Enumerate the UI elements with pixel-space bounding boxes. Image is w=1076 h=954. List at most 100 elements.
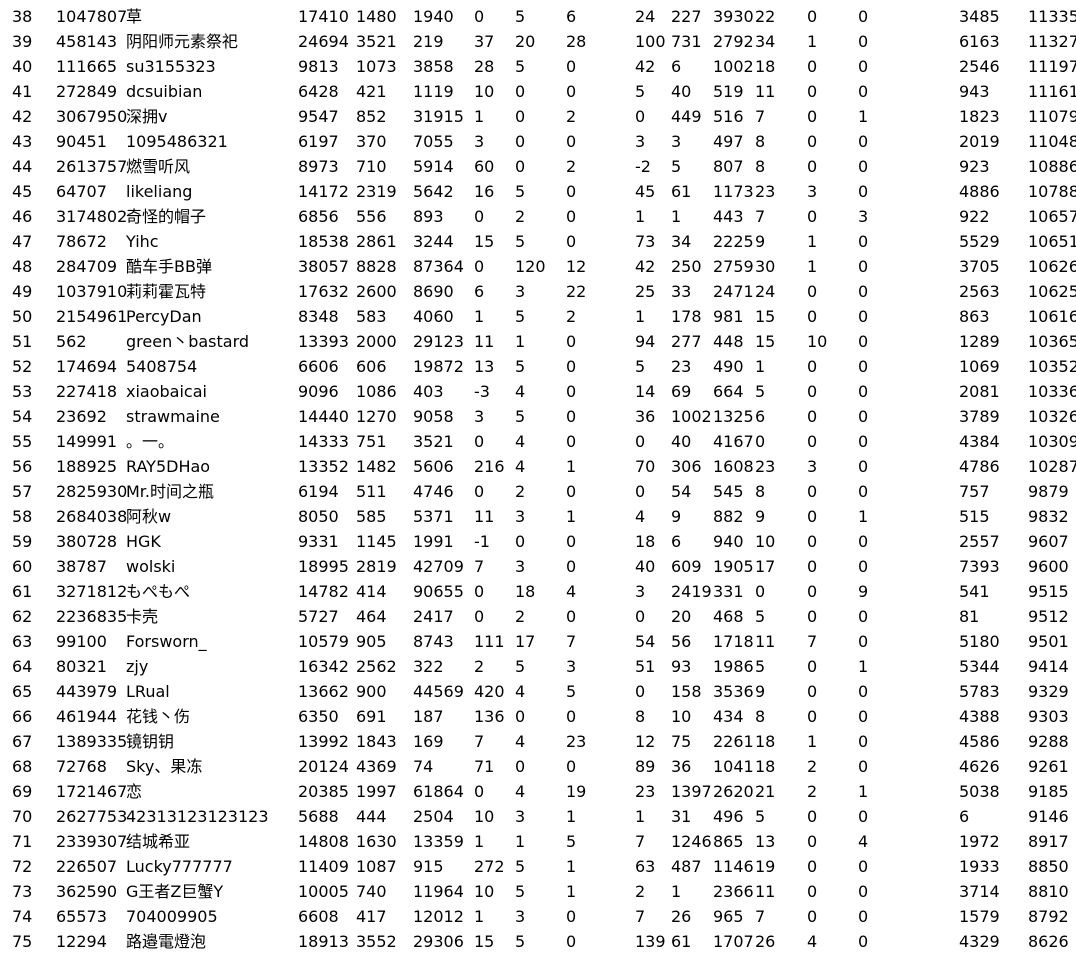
col-16-cell: 2019 xyxy=(959,132,1000,151)
rank-cell: 60 xyxy=(12,557,33,576)
col-7-cell: 216 xyxy=(474,457,505,476)
col-10-cell: 1 xyxy=(635,207,646,226)
col-15-cell: 0 xyxy=(858,257,869,276)
col-13-cell: 7 xyxy=(755,107,766,126)
table-row: 44 2613757 燃雪听风 8973 710 5914 60 0 2 -2 5 807 8 0 0 923… xyxy=(0,154,1076,179)
col-6-cell: 90655 xyxy=(413,582,464,601)
user-id-cell: 2236835 xyxy=(56,607,128,626)
col-12-cell: 1707 xyxy=(713,932,754,951)
col-8-cell: 0 xyxy=(515,757,526,776)
col-10-cell: 5 xyxy=(635,82,646,101)
col-5-cell: 417 xyxy=(356,907,387,926)
user-id-cell: 1047807 xyxy=(56,7,128,26)
rank-cell: 57 xyxy=(12,482,33,501)
score-cell: 11048 xyxy=(1028,132,1076,151)
rank-cell: 41 xyxy=(12,82,33,101)
col-5-cell: 370 xyxy=(356,132,387,151)
col-14-cell: 10 xyxy=(807,332,828,351)
col-14-cell: 0 xyxy=(807,357,818,376)
user-id-cell: 99100 xyxy=(56,632,107,651)
col-7-cell: 10 xyxy=(474,807,495,826)
username-cell: strawmaine xyxy=(126,407,220,426)
col-10-cell: 73 xyxy=(635,232,656,251)
user-id-cell: 284709 xyxy=(56,257,118,276)
col-14-cell: 0 xyxy=(807,532,818,551)
col-14-cell: 7 xyxy=(807,632,818,651)
col-7-cell: 13 xyxy=(474,357,495,376)
col-5-cell: 740 xyxy=(356,882,387,901)
col-7-cell: 60 xyxy=(474,157,495,176)
col-16-cell: 4786 xyxy=(959,457,1000,476)
col-4-cell: 14440 xyxy=(298,407,349,426)
col-8-cell: 20 xyxy=(515,32,536,51)
col-10-cell: 63 xyxy=(635,857,656,876)
col-15-cell: 1 xyxy=(858,507,869,526)
col-10-cell: 12 xyxy=(635,732,656,751)
col-14-cell: 0 xyxy=(807,132,818,151)
col-13-cell: 7 xyxy=(755,207,766,226)
col-5-cell: 1843 xyxy=(356,732,397,751)
col-11-cell: 609 xyxy=(671,557,702,576)
col-10-cell: 2 xyxy=(635,882,646,901)
username-cell: G王者Z巨蟹Y xyxy=(126,882,224,901)
col-7-cell: 136 xyxy=(474,707,505,726)
col-12-cell: 1002 xyxy=(713,57,754,76)
col-11-cell: 2419 xyxy=(671,582,712,601)
rank-cell: 44 xyxy=(12,157,33,176)
username-cell: Mr.时间之瓶 xyxy=(126,482,215,501)
score-cell: 10352 xyxy=(1028,357,1076,376)
col-6-cell: 29123 xyxy=(413,332,464,351)
col-8-cell: 0 xyxy=(515,82,526,101)
user-id-cell: 12294 xyxy=(56,932,107,951)
col-8-cell: 1 xyxy=(515,332,526,351)
table-row: 61 3271812 もぺもぺ 14782 414 90655 0 18 4 3 2419 331 0 0… xyxy=(0,579,1076,604)
col-13-cell: 5 xyxy=(755,382,766,401)
col-4-cell: 9813 xyxy=(298,57,339,76)
table-row: 75 12294 路邉電燈泡 18913 3552 29306 15 5 0 139 61 1707 2… xyxy=(0,929,1076,954)
col-10-cell: 45 xyxy=(635,182,656,201)
col-8-cell: 4 xyxy=(515,457,526,476)
table-row: 40 111665 su3155323 9813 1073 3858 28 5 0 42 6 1002… xyxy=(0,54,1076,79)
col-9-cell: 6 xyxy=(566,7,577,26)
col-10-cell: 0 xyxy=(635,682,646,701)
col-15-cell: 0 xyxy=(858,632,869,651)
col-13-cell: 8 xyxy=(755,707,766,726)
col-14-cell: 2 xyxy=(807,757,818,776)
col-15-cell: 0 xyxy=(858,457,869,476)
col-10-cell: 94 xyxy=(635,332,656,351)
col-16-cell: 3714 xyxy=(959,882,1000,901)
col-6-cell: 1991 xyxy=(413,532,454,551)
col-14-cell: 0 xyxy=(807,82,818,101)
rank-cell: 47 xyxy=(12,232,33,251)
col-15-cell: 0 xyxy=(858,882,869,901)
col-8-cell: 0 xyxy=(515,157,526,176)
rank-cell: 40 xyxy=(12,57,33,76)
col-7-cell: 16 xyxy=(474,182,495,201)
col-15-cell: 0 xyxy=(858,132,869,151)
col-12-cell: 1718 xyxy=(713,632,754,651)
col-12-cell: 2261 xyxy=(713,732,754,751)
score-cell: 10616 xyxy=(1028,307,1076,326)
col-12-cell: 2471 xyxy=(713,282,754,301)
col-6-cell: 3521 xyxy=(413,432,454,451)
col-8-cell: 3 xyxy=(515,807,526,826)
col-14-cell: 0 xyxy=(807,407,818,426)
col-14-cell: 0 xyxy=(807,832,818,851)
col-16-cell: 863 xyxy=(959,307,990,326)
col-15-cell: 0 xyxy=(858,607,869,626)
col-11-cell: 306 xyxy=(671,457,702,476)
col-15-cell: 0 xyxy=(858,307,869,326)
col-14-cell: 0 xyxy=(807,57,818,76)
col-16-cell: 4329 xyxy=(959,932,1000,951)
col-13-cell: 0 xyxy=(755,582,766,601)
score-cell: 9185 xyxy=(1028,782,1069,801)
col-12-cell: 2759 xyxy=(713,257,754,276)
col-14-cell: 1 xyxy=(807,232,818,251)
username-cell: xiaobaicai xyxy=(126,382,207,401)
col-5-cell: 3552 xyxy=(356,932,397,951)
col-8-cell: 3 xyxy=(515,907,526,926)
col-13-cell: 13 xyxy=(755,832,776,851)
col-11-cell: 75 xyxy=(671,732,692,751)
user-id-cell: 443979 xyxy=(56,682,118,701)
col-16-cell: 2557 xyxy=(959,532,1000,551)
